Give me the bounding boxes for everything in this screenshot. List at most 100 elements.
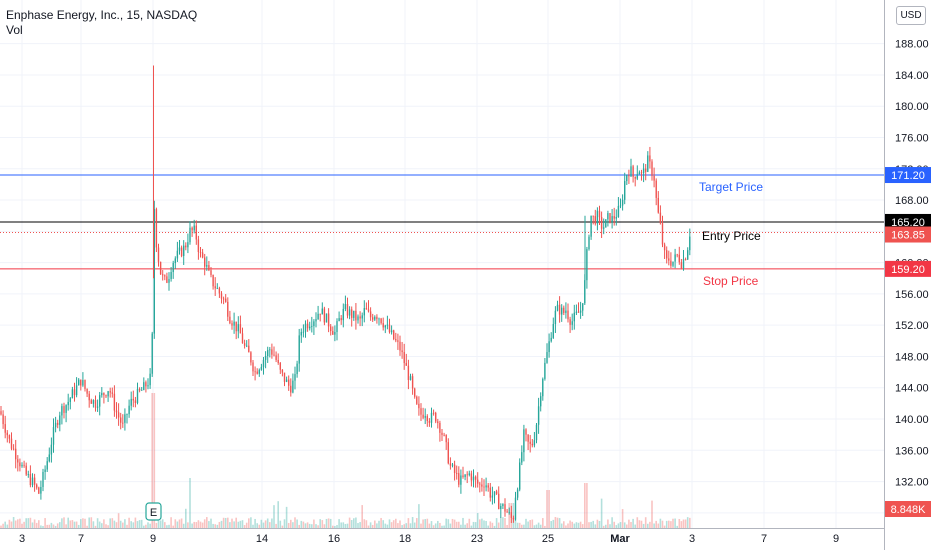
- candle-body: [376, 316, 378, 320]
- volume-bar: [98, 521, 101, 528]
- candle-body: [105, 395, 107, 397]
- candle-body: [124, 414, 126, 423]
- candle-body: [23, 464, 25, 466]
- volume-bar: [77, 524, 80, 528]
- volume-bar: [527, 521, 529, 528]
- candle-body: [544, 362, 546, 379]
- candle-body: [657, 197, 659, 213]
- candle-body: [42, 471, 44, 487]
- candle-body: [218, 288, 221, 294]
- candle-body: [141, 389, 143, 391]
- candle-body: [561, 307, 563, 315]
- volume-bar: [346, 523, 349, 528]
- volume-bar: [588, 522, 590, 528]
- candle-body: [164, 275, 166, 277]
- candle-body: [210, 270, 212, 275]
- volume-bar: [422, 519, 424, 528]
- volume-bar: [386, 524, 389, 528]
- target-price-tag-bg: [885, 167, 931, 184]
- volume-bar: [130, 521, 132, 528]
- candle-body: [275, 355, 277, 360]
- candle-body: [458, 473, 460, 485]
- volume-bar: [571, 521, 573, 528]
- volume-bar: [445, 518, 447, 528]
- volume-bar: [283, 519, 286, 528]
- volume-bar: [353, 518, 355, 528]
- volume-bar: [229, 522, 231, 528]
- candle-body: [348, 309, 351, 316]
- volume-bar: [462, 517, 464, 528]
- volume-bar: [170, 517, 172, 528]
- volume-bar: [621, 509, 624, 528]
- candle-body: [33, 477, 36, 485]
- volume-bar: [466, 523, 468, 528]
- volume-bar: [634, 524, 636, 528]
- volume-bar: [556, 517, 559, 528]
- volume-bar: [262, 522, 265, 528]
- volume-bar: [426, 518, 429, 528]
- earnings-marker-icon[interactable]: E: [150, 507, 157, 519]
- candle-body: [575, 311, 578, 313]
- volume-bar: [94, 525, 97, 528]
- volume-bar: [134, 517, 137, 528]
- volume-bar: [630, 521, 632, 528]
- candle-body: [44, 469, 46, 472]
- candle-body: [300, 332, 302, 336]
- candle-body: [59, 415, 61, 425]
- volume-bar: [636, 517, 639, 528]
- volume-bar: [686, 517, 689, 528]
- candle-body: [0, 411, 2, 415]
- candle-body: [227, 301, 229, 317]
- volume-bar: [338, 519, 340, 528]
- candle-body: [529, 441, 531, 444]
- candle-body: [246, 345, 248, 347]
- volume-bar: [544, 525, 546, 528]
- volume-bar: [460, 524, 462, 528]
- volume-bar: [317, 525, 319, 528]
- volume-bar: [342, 522, 345, 528]
- volume-bar: [374, 520, 376, 528]
- volume-bar: [531, 519, 534, 528]
- volume-bar: [390, 522, 393, 528]
- y-tick-label: 176.00: [895, 133, 929, 145]
- candle-body: [61, 406, 63, 416]
- candle-body: [12, 448, 15, 450]
- candle-body: [115, 410, 118, 413]
- volume-bar: [676, 525, 678, 528]
- volume-bar: [655, 520, 657, 528]
- candle-body: [243, 343, 246, 346]
- volume-bar: [521, 524, 523, 528]
- candle-body: [397, 340, 399, 342]
- candle-body: [90, 400, 92, 404]
- volume-bar: [178, 519, 181, 528]
- volume-bar: [418, 504, 420, 528]
- symbol-title: Enphase Energy, Inc., 15, NASDAQ: [6, 8, 198, 22]
- candle-body: [258, 369, 260, 374]
- candle-body: [69, 398, 71, 402]
- volume-bar: [321, 520, 324, 528]
- volume-bar: [111, 518, 114, 528]
- volume-bar: [546, 490, 548, 528]
- currency-button[interactable]: USD: [896, 6, 926, 25]
- x-tick-label: Mar: [610, 533, 630, 545]
- candle-body: [439, 422, 441, 433]
- volume-bar: [279, 520, 282, 528]
- y-tick-label: 188.00: [895, 39, 929, 51]
- volume-bar: [653, 523, 655, 528]
- candle-body: [525, 429, 527, 435]
- candle-body: [468, 473, 470, 475]
- candle-body: [399, 341, 401, 351]
- candle-body: [149, 373, 151, 386]
- stop-price-tag: 159.20: [891, 264, 925, 276]
- earnings-marker-bg[interactable]: [145, 502, 162, 521]
- candle-body: [374, 316, 376, 320]
- candle-body: [437, 421, 439, 423]
- volume-bar: [464, 524, 466, 528]
- candle-body: [670, 260, 672, 266]
- volume-bar: [233, 521, 235, 528]
- annotations[interactable]: Target Price Entry Price Stop Price E: [145, 180, 763, 521]
- volume-bar: [638, 520, 641, 528]
- candle-body: [153, 209, 155, 334]
